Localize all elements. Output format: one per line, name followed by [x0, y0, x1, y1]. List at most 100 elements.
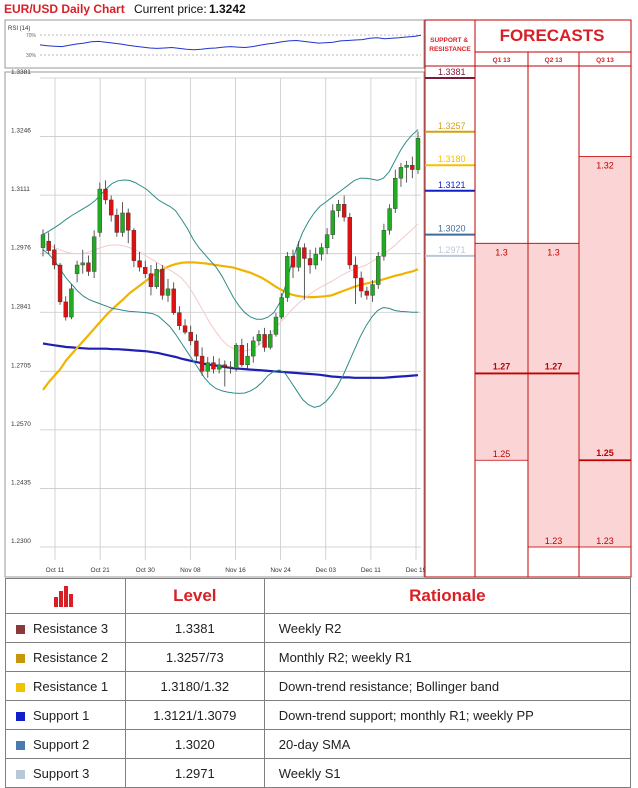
candle-body — [290, 256, 296, 268]
y-tick-label: 1.2435 — [11, 479, 31, 486]
price-label: Current price: — [134, 2, 207, 16]
candle-body — [91, 236, 97, 272]
candle-body — [80, 262, 85, 266]
candle-body — [387, 208, 392, 231]
price-value: 1.3242 — [209, 2, 246, 16]
levels-table-row: Support 2 1.3020 20-day SMA — [5, 729, 632, 759]
forecasts-title: FORECASTS — [500, 26, 605, 45]
candle-body — [353, 264, 358, 279]
forecast-center-label: 1.27 — [493, 361, 511, 371]
candle-body — [262, 334, 267, 348]
candle-body — [347, 217, 353, 266]
level-name-cell: Support 2 — [5, 729, 126, 759]
level-header: Level — [124, 578, 265, 614]
forecast-top-label: 1.3 — [547, 247, 560, 257]
y-tick-label: 1.2705 — [11, 362, 31, 369]
candle-body — [154, 269, 159, 287]
candle-body — [251, 340, 256, 357]
candle-body — [319, 247, 324, 255]
candle-body — [245, 355, 250, 365]
x-tick-label: Nov 08 — [180, 567, 201, 574]
level-name-cell: Support 1 — [5, 700, 126, 730]
price-chart: 1.3381 1.3246 1.3111 1.2976 1.2841 1.2705 1.25… — [4, 69, 427, 578]
level-name: Support 1 — [33, 707, 90, 723]
forecast-bottom-label: 1.25 — [493, 449, 511, 459]
level-value: 1.3257/73 — [124, 642, 265, 672]
candle-body — [415, 138, 421, 170]
candle-body — [57, 264, 63, 303]
candle-body — [182, 325, 188, 333]
rsi-label: RSI (14) — [8, 26, 30, 32]
level-name: Support 3 — [33, 765, 90, 781]
candle-body — [393, 178, 398, 209]
forecast-center-label: 1.27 — [545, 361, 563, 371]
candles — [40, 131, 421, 387]
candle-body — [46, 240, 51, 251]
level-swatch — [16, 653, 25, 663]
candle-body — [131, 230, 137, 261]
level-value: 1.3381 — [124, 613, 265, 643]
candle-body — [194, 340, 199, 357]
candle-body — [211, 362, 216, 370]
sr-level-label: 1.3020 — [438, 224, 466, 234]
x-tick-label: Dec 03 — [315, 567, 336, 574]
candle-body — [273, 316, 279, 335]
x-axis: Oct 11 Oct 21 Oct 30 Nov 08 Nov 16 Nov 24 Dec … — [46, 567, 427, 574]
level-name-cell: Resistance 2 — [5, 642, 126, 672]
forecast-column-header: Q2 13 — [545, 57, 563, 64]
candle-body — [285, 256, 290, 298]
candle-body — [410, 165, 415, 170]
candle-body — [74, 264, 80, 274]
level-name: Resistance 3 — [33, 620, 109, 636]
levels-table-row: Resistance 1 1.3180/1.32 Down-trend resist… — [5, 671, 632, 701]
candle-body — [108, 199, 114, 216]
sr-title: SUPPORT & RESISTANCE — [429, 37, 471, 53]
level-name-cell: Resistance 1 — [5, 671, 126, 701]
candle-body — [188, 332, 193, 342]
level-rationale: Down-trend resistance; Bollinger band — [263, 671, 632, 701]
rsi-30-label: 30% — [26, 53, 37, 59]
candle-body — [86, 262, 91, 272]
forecast-center-label: 1.25 — [596, 448, 614, 458]
candle-body — [233, 345, 239, 369]
y-tick-label: 1.2570 — [11, 421, 31, 428]
y-tick-label: 1.3246 — [11, 128, 31, 135]
level-name: Resistance 1 — [33, 678, 109, 694]
forecast-bottom-label: 1.23 — [596, 536, 614, 546]
candle-body — [296, 247, 301, 268]
candle-body — [222, 364, 228, 368]
levels-table-header: Level Rationale — [5, 578, 632, 614]
rationale-header: Rationale — [263, 578, 632, 614]
rsi-panel: RSI (14) 70% 30% — [4, 19, 425, 69]
forecast-top-label: 1.3 — [495, 247, 508, 257]
rsi-line — [39, 34, 422, 51]
candle-body — [205, 362, 210, 372]
level-swatch — [16, 682, 25, 692]
candle-body — [228, 366, 233, 369]
forecast-range — [579, 156, 631, 548]
sr-levels: 1.3381 1.3257 1.3180 1.3121 1.3020 1.2971 — [425, 67, 475, 257]
level-swatch — [16, 711, 25, 721]
candle-body — [307, 258, 313, 266]
candle-body — [177, 312, 182, 326]
sr-level-label: 1.3381 — [438, 67, 466, 77]
x-tick-label: Nov 16 — [225, 567, 246, 574]
sr-frame — [424, 19, 476, 578]
y-tick-label: 1.2300 — [11, 538, 31, 545]
candle-body — [216, 364, 222, 370]
candle-body — [114, 214, 120, 233]
grid — [40, 77, 421, 560]
candle-body — [324, 234, 330, 248]
candle-body — [148, 273, 154, 287]
y-tick-label: 1.2976 — [11, 245, 31, 252]
level-rationale: Monthly R2; weekly R1 — [263, 642, 632, 672]
forecast-column-header: Q3 13 — [596, 57, 614, 64]
candle-body — [370, 284, 375, 296]
x-tick-label: Oct 30 — [136, 567, 156, 574]
candle-body — [165, 288, 171, 296]
price-chart-frame — [4, 71, 425, 578]
forecast-ranges: Q1 13 Q2 13 Q3 13 1.3 1.27 1.25 1.3 1.27 1.23 1.3… — [475, 57, 631, 548]
candle-body — [126, 212, 131, 231]
support-resistance-panel: SUPPORT & RESISTANCE 1.33811.32571.31801… — [424, 19, 476, 578]
sr-level-label: 1.3180 — [438, 154, 466, 164]
